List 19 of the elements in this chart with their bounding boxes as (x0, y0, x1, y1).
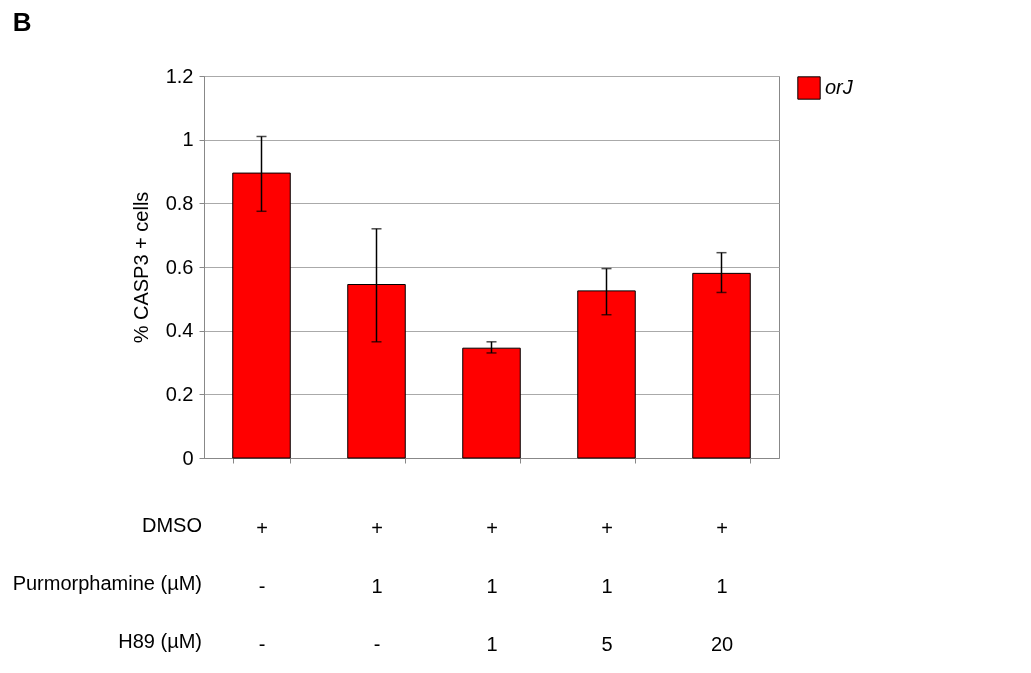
category-label: + 1 1 (486, 516, 498, 655)
category-label: + 1 - (371, 516, 383, 655)
category-label: + 1 5 (601, 516, 613, 655)
text: H89 (µM) (118, 630, 202, 652)
category-label: + - - (256, 516, 268, 655)
category-label: + 1 20 (710, 516, 734, 655)
y-axis-title: % CASP3 + cells (129, 191, 152, 344)
text: Purmorphamine (µM) (12, 572, 202, 594)
text: DMSO (142, 514, 202, 536)
legend-label: orJ (825, 76, 854, 98)
y-tick-label: 1 (182, 128, 194, 151)
chart-title: B (12, 7, 32, 37)
y-tick-label: 0.4 (165, 319, 194, 342)
y-tick-label: 0 (182, 446, 194, 469)
y-tick-label: 0.2 (165, 382, 194, 405)
y-tick-label: 1.2 (165, 64, 194, 87)
y-tick-label: 0.8 (165, 191, 194, 214)
bar (462, 347, 521, 459)
y-tick-label: 0.6 (165, 255, 194, 278)
